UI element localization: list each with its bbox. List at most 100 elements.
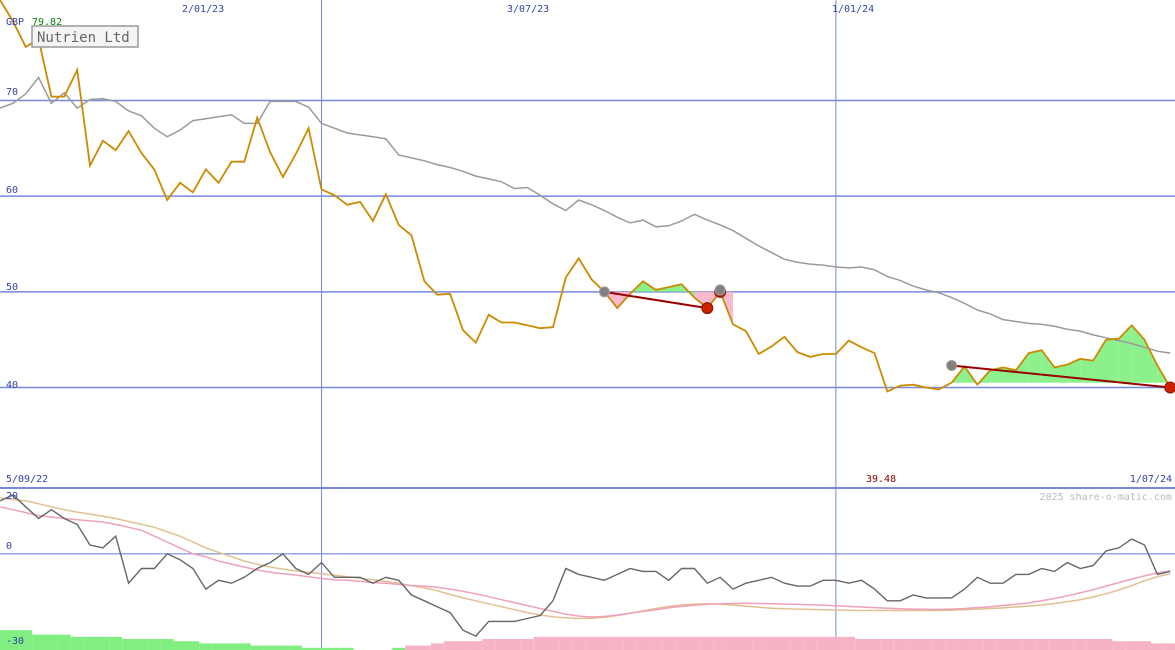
histogram-bar: [1022, 639, 1036, 650]
x-tick-1: 2/01/23: [182, 4, 224, 15]
histogram-bar: [778, 636, 791, 650]
range-start-label: 5/09/22: [6, 474, 48, 485]
histogram-bar: [160, 639, 174, 650]
histogram-bar: [6, 630, 20, 650]
histogram-bar: [713, 636, 727, 650]
histogram-bar: [855, 639, 869, 650]
histogram-bar: [597, 636, 611, 650]
histogram-bar: [443, 641, 457, 650]
sell-marker: [701, 302, 714, 315]
trend-start-marker: [946, 360, 958, 372]
histogram-bar: [122, 639, 136, 650]
histogram-bar: [623, 636, 637, 650]
histogram-bar: [1086, 639, 1100, 650]
gain-band: [668, 284, 682, 292]
signal-line-pink: [0, 506, 1171, 618]
histogram-bar: [19, 630, 33, 650]
histogram-bar: [109, 636, 123, 650]
histogram-bar: [70, 636, 84, 650]
histogram-bar: [495, 639, 508, 650]
histogram-bar: [688, 636, 701, 650]
histogram-bar: [559, 636, 573, 650]
osc-tick-minus30: -30: [6, 636, 24, 647]
chart-title: Nutrien Ltd: [37, 30, 130, 46]
gain-band: [1054, 364, 1068, 383]
average-line: [0, 76, 1171, 354]
histogram-bar: [96, 636, 110, 650]
histogram-bar: [983, 639, 997, 650]
price-line-layer: [0, 0, 1172, 393]
histogram-bar: [906, 639, 920, 650]
histogram-bar: [1009, 639, 1023, 650]
histogram-bar: [700, 636, 714, 650]
peak-marker: [714, 284, 726, 296]
histogram-bar: [302, 647, 316, 650]
gain-band: [1015, 353, 1029, 383]
histogram-bar: [816, 636, 830, 650]
histogram-bar: [945, 639, 959, 650]
histogram-bar: [417, 645, 431, 650]
histogram-bar: [250, 645, 264, 650]
y-tick-40: 40: [6, 380, 18, 391]
histogram-bar: [919, 639, 933, 650]
histogram-bar: [893, 639, 907, 650]
histogram-bar: [289, 645, 303, 650]
histogram-bar: [958, 639, 971, 650]
histogram-bar: [675, 636, 689, 650]
histogram-bar: [1138, 641, 1151, 650]
histogram-bar: [45, 634, 58, 650]
histogram-bar: [430, 643, 444, 650]
histogram-bar: [970, 639, 984, 650]
gain-band: [1131, 325, 1145, 383]
histogram-bar: [405, 645, 418, 650]
histogram-bar: [649, 636, 663, 650]
momentum-line: [0, 494, 1171, 637]
histogram-bar: [327, 647, 341, 650]
trend-line-layer: [598, 284, 1175, 394]
histogram-bar: [32, 634, 46, 650]
histogram-bar: [1035, 639, 1049, 650]
gain-band: [1144, 339, 1158, 383]
gain-loss-bands: [604, 281, 1171, 388]
histogram-bar: [585, 636, 598, 650]
histogram-bar: [482, 639, 496, 650]
histogram-bar: [726, 636, 740, 650]
histogram-bar: [829, 636, 843, 650]
histogram-bar: [1125, 641, 1139, 650]
sell-marker: [1164, 381, 1175, 394]
x-tick-3: 1/01/24: [832, 4, 874, 15]
histogram-bar: [147, 639, 161, 650]
footer-credit: 2025 share-o-matic.com: [1040, 492, 1172, 503]
histogram-bar: [842, 636, 856, 650]
histogram-bar: [173, 641, 187, 650]
histogram-bar: [263, 645, 277, 650]
histogram-bar: [225, 643, 238, 650]
histogram-bar: [83, 636, 97, 650]
histogram-bar: [212, 643, 226, 650]
histogram-bar: [507, 639, 521, 650]
histogram-bar: [932, 639, 946, 650]
histogram-bar: [662, 636, 676, 650]
histogram-bar: [237, 643, 251, 650]
gain-band: [1093, 339, 1106, 383]
histogram-bar: [456, 641, 470, 650]
histogram-bar: [340, 647, 354, 650]
histogram-bar: [520, 639, 534, 650]
low-price-label: 39.48: [866, 474, 896, 485]
histogram-bar: [610, 636, 624, 650]
histogram-bar: [752, 636, 766, 650]
y-tick-70: 70: [6, 87, 18, 98]
title-box: [31, 25, 139, 48]
histogram-bar: [276, 645, 290, 650]
x-tick-2: 3/07/23: [507, 4, 549, 15]
average-line-layer: [0, 76, 1171, 354]
price-line: [0, 0, 1172, 393]
y-tick-60: 60: [6, 185, 18, 196]
histogram-bar: [739, 636, 753, 650]
histogram-bar: [315, 647, 328, 650]
histogram-bar: [392, 647, 406, 650]
histogram-bar: [135, 639, 148, 650]
